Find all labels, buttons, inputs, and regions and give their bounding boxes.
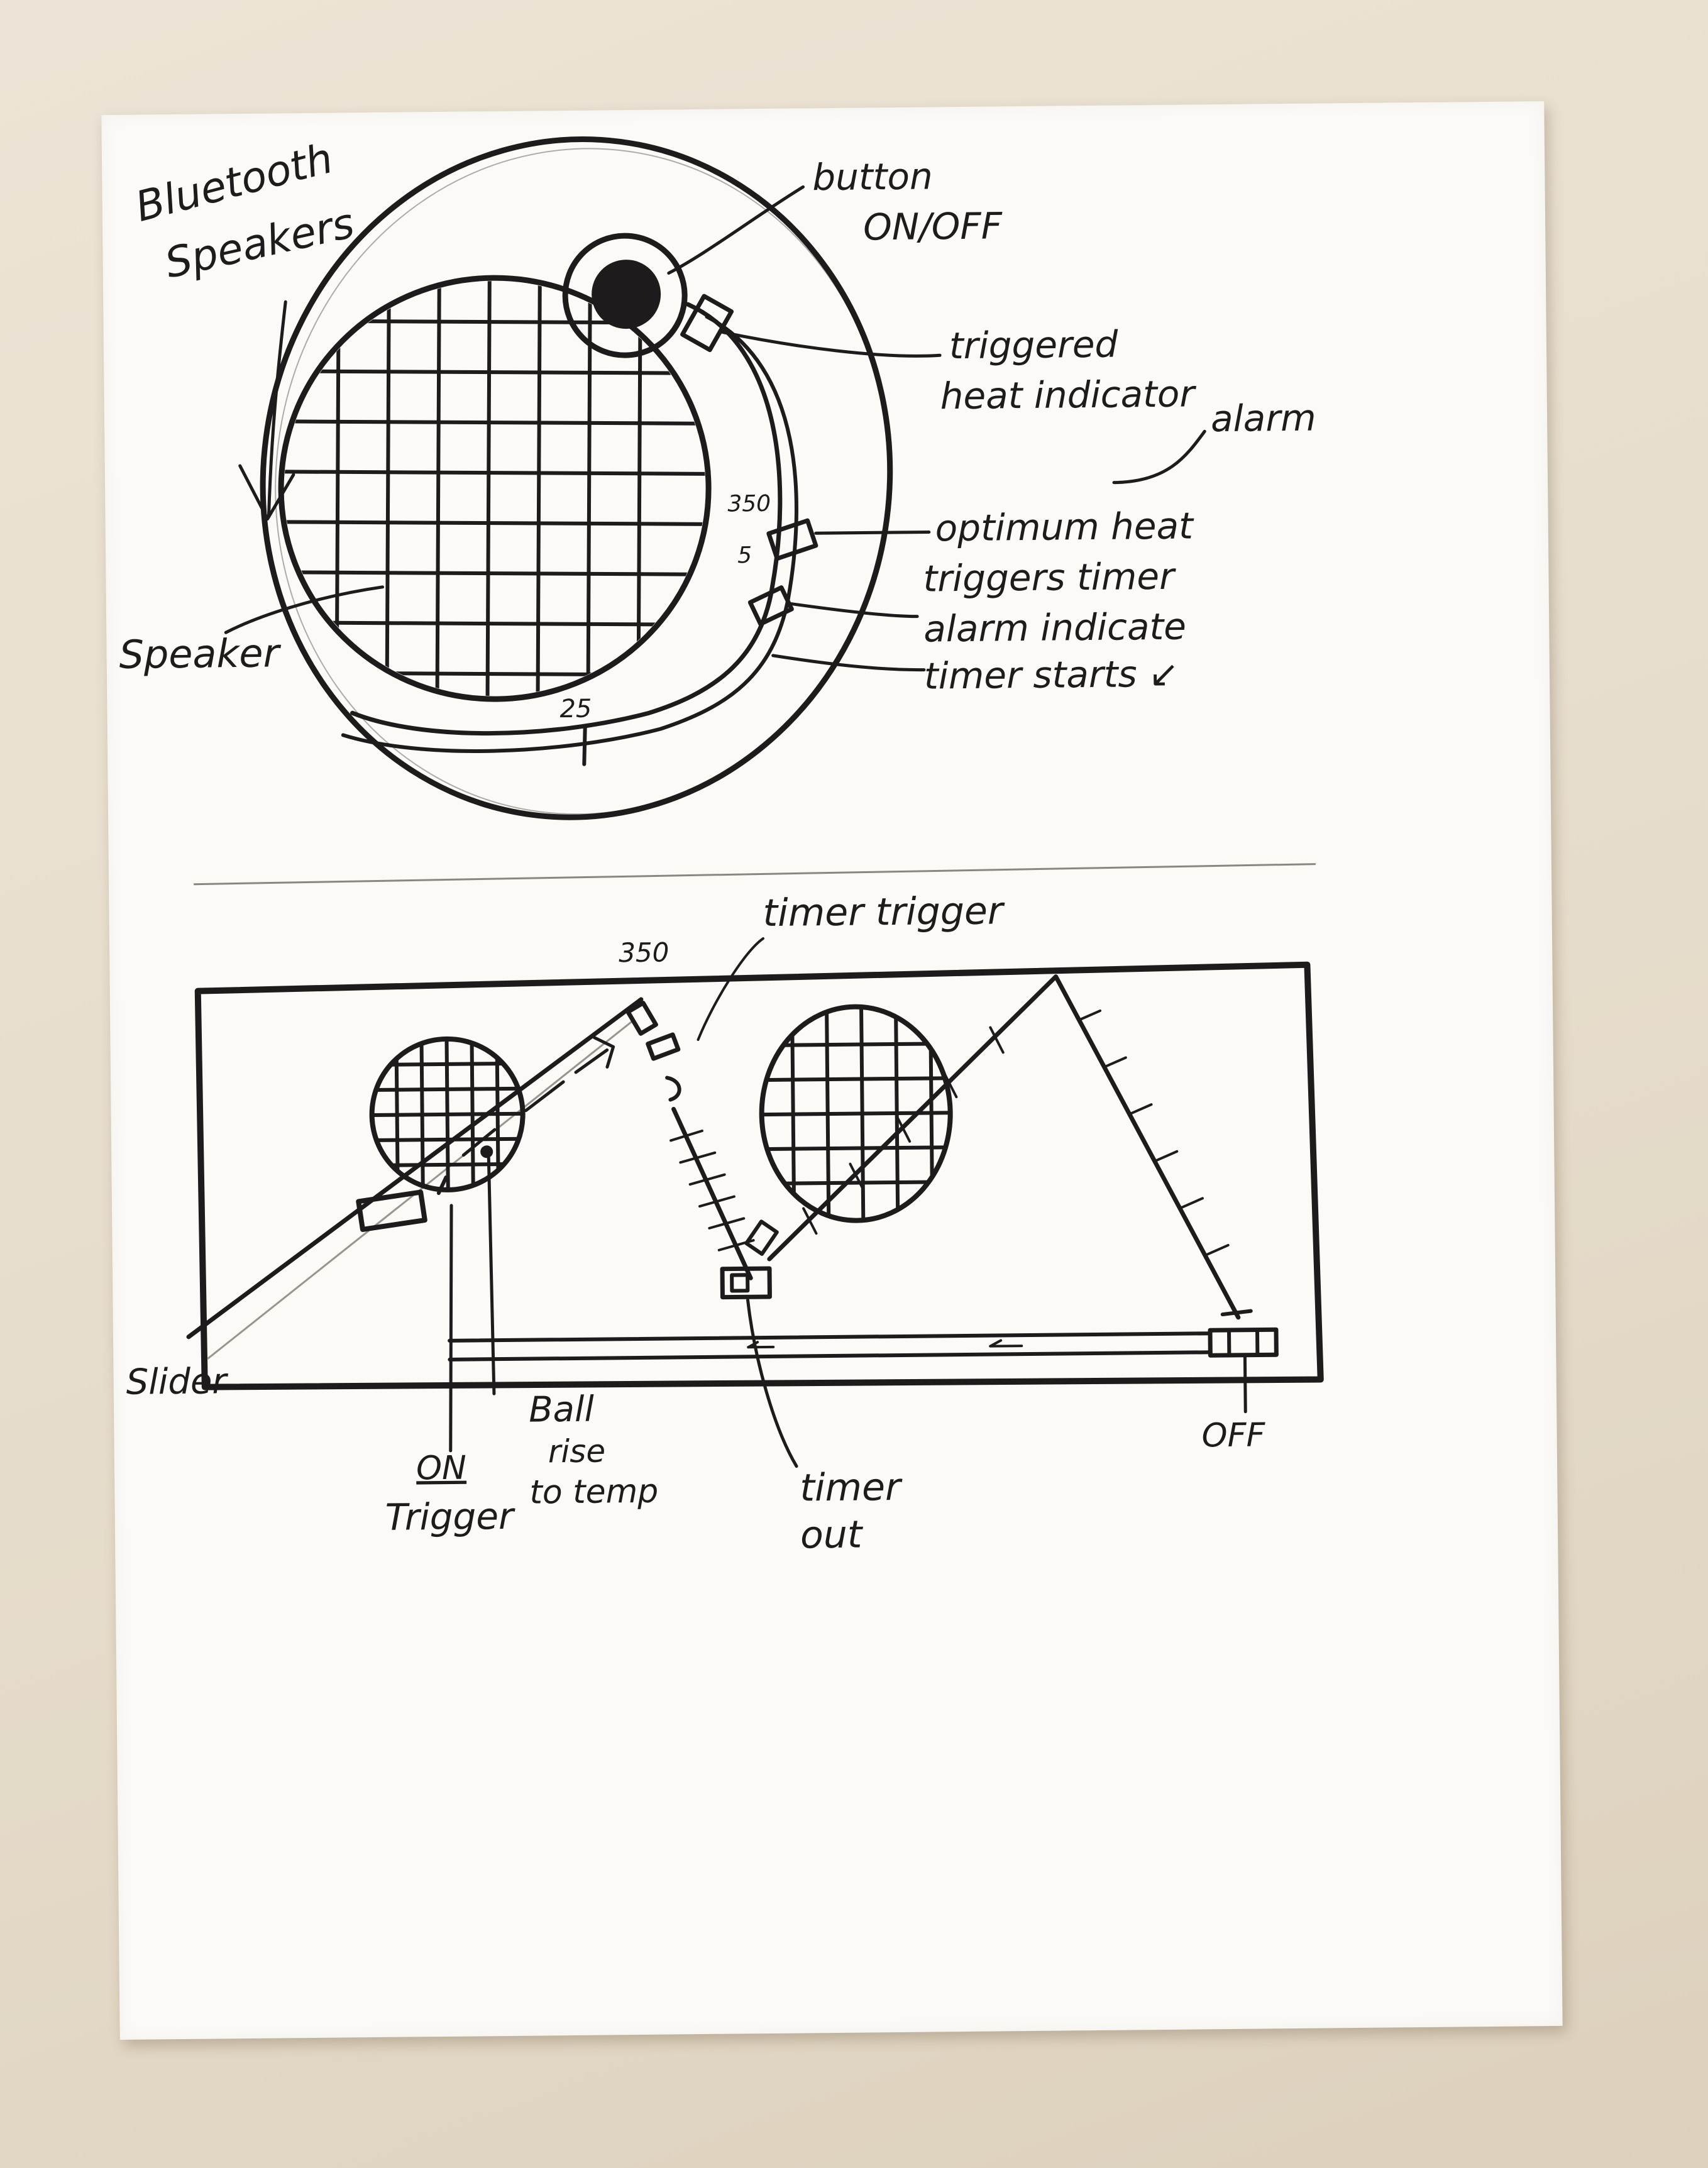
off-switch-icon — [1208, 1327, 1279, 1358]
speaker-body-outline — [260, 136, 893, 820]
device-box-outline — [194, 961, 1324, 1390]
optimum-heat-marker-icon — [766, 518, 818, 561]
speaker-grille-mesh — [282, 278, 708, 698]
timer-trigger-label: timer trigger — [763, 889, 1005, 935]
power-button-icon — [592, 260, 661, 329]
optimum-heat-leader — [814, 530, 931, 535]
timer-starts-label: timer starts ↙ — [924, 652, 1179, 698]
timer-starts-leader — [771, 654, 926, 672]
sketch-canvas: Bluetooth Speakers 350 5 — [119, 134, 1324, 1558]
down-arrow — [267, 300, 287, 518]
speaker-leader — [224, 585, 385, 634]
ramp-arrow-marks — [461, 1048, 609, 1157]
return-rail-top — [448, 1331, 1213, 1343]
heat-indicator-leader — [721, 331, 942, 358]
button-label-line-2: ON/OFF — [863, 204, 1003, 248]
timer-out-leader — [746, 1298, 798, 1468]
right-right-ticks — [1077, 1009, 1230, 1257]
alarm-leader — [1112, 429, 1206, 485]
down-arrow-head — [238, 464, 295, 521]
return-arrow-2 — [989, 1339, 1023, 1348]
ramp-arrowhead — [592, 1036, 615, 1069]
temp-value-label: 350 — [619, 937, 669, 968]
ball-label-line-1: Ball — [529, 1389, 595, 1431]
timer-trigger-icon — [646, 1032, 681, 1061]
heat-indicator-line-2: heat indicator — [940, 372, 1196, 417]
off-label: OFF — [1201, 1416, 1265, 1455]
heat-indicator-icon — [680, 294, 734, 353]
timer-out-line-2: out — [800, 1513, 864, 1558]
drop-track — [671, 1106, 753, 1280]
gauge-value-label: 350 — [727, 491, 771, 517]
return-arrow-1 — [747, 1341, 775, 1349]
slider-label: Slider — [126, 1361, 228, 1403]
timer-box-icon — [720, 1266, 772, 1300]
hook-icon — [665, 1076, 681, 1102]
gauge-small-label: 5 — [737, 542, 752, 568]
slider-icon — [356, 1189, 427, 1232]
heat-indicator-line-1: triggered — [949, 323, 1119, 368]
right-triangle-track — [767, 974, 1241, 1320]
alarm-indicate-label: alarm indicate — [923, 605, 1186, 651]
release-latch-icon — [744, 1219, 779, 1256]
timer-tick — [582, 724, 587, 766]
timer-value-label: 25 — [559, 695, 592, 724]
return-rail-bottom — [448, 1350, 1213, 1362]
right-speaker-mesh — [761, 1006, 952, 1222]
button-label-line-1: button — [812, 155, 933, 199]
gauge-track-outer — [350, 302, 783, 736]
trigger-label: Trigger — [385, 1495, 515, 1539]
gauge-track-inner — [341, 314, 798, 753]
left-ramp-track — [186, 997, 644, 1340]
on-trigger-leader — [449, 1204, 453, 1453]
left-speaker-mesh — [371, 1038, 524, 1191]
optimum-heat-line-2: triggers timer — [923, 555, 1176, 600]
ball-label-line-3: to temp — [529, 1473, 658, 1512]
on-label: ON — [416, 1450, 466, 1488]
off-switch-detail — [1226, 1328, 1260, 1357]
alarm-label: alarm — [1211, 397, 1316, 441]
drop-track-ticks — [669, 1129, 755, 1252]
speaker-label: Speaker — [119, 630, 282, 677]
alarm-indicate-leader — [790, 602, 919, 619]
right-left-ticks — [802, 1026, 1005, 1235]
alarm-indicator-icon — [747, 585, 794, 627]
paper-sheet: Bluetooth Speakers 350 5 — [101, 101, 1563, 2040]
section-divider — [194, 863, 1316, 886]
top-sketch: Bluetooth Speakers 350 5 — [119, 134, 1316, 820]
off-tick — [1220, 1309, 1253, 1317]
button-leader — [667, 185, 805, 275]
timer-out-line-1: timer — [800, 1465, 903, 1510]
ball-label-line-2: rise — [548, 1433, 606, 1470]
optimum-heat-line-1: optimum heat — [935, 504, 1194, 549]
speaker-body-pencil — [275, 148, 891, 815]
timer-inner-icon — [730, 1273, 750, 1293]
bottom-sketch: 350 timer trigger Slider ON Trigger Ball… — [126, 889, 1324, 1558]
speaker-grille-outline — [278, 275, 712, 702]
timer-trigger-leader — [697, 937, 764, 1042]
ball-leader — [487, 1156, 496, 1395]
ball-icon — [480, 1145, 493, 1158]
power-button-ring — [562, 233, 688, 358]
temp-marker-icon — [625, 1001, 658, 1036]
